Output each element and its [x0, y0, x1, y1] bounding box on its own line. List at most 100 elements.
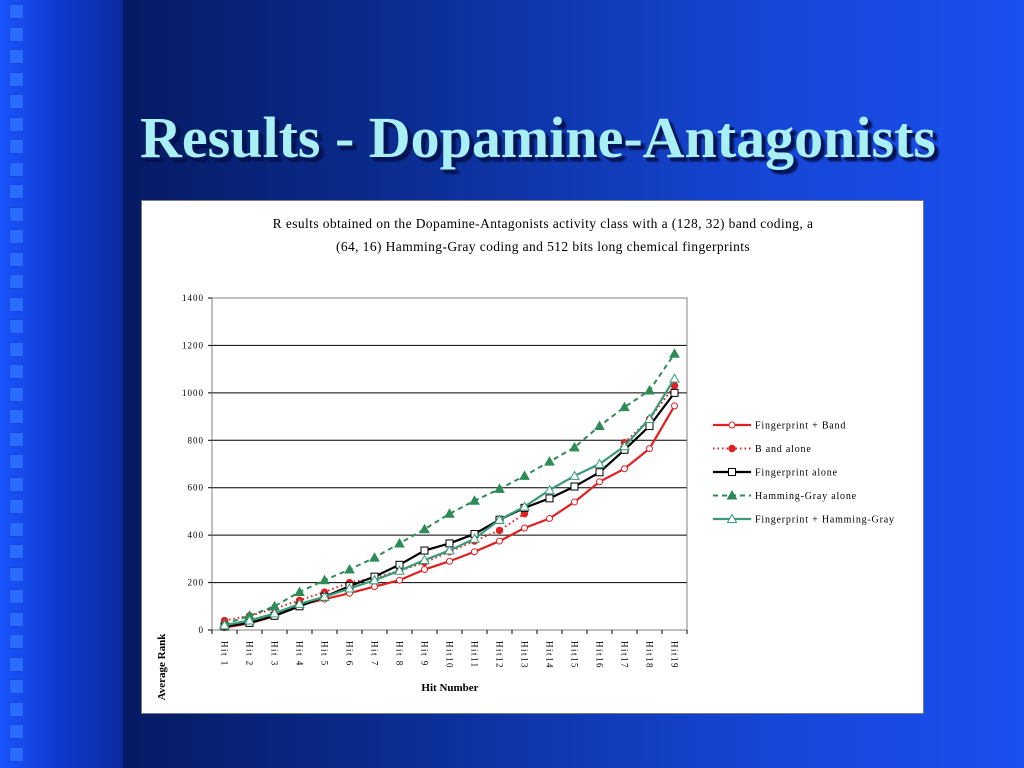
- data-point: [569, 441, 580, 452]
- data-point: [519, 501, 530, 511]
- legend-marker: [728, 444, 736, 453]
- y-axis-label: Average Rank: [156, 633, 168, 701]
- series-group: [219, 348, 680, 629]
- series-line: [224, 512, 526, 622]
- data-point: [546, 515, 553, 523]
- decorative-square: [9, 229, 24, 244]
- decorative-square: [9, 296, 24, 312]
- x-tick-label: Hit 1: [220, 641, 230, 667]
- legend-label: B and alone: [755, 444, 812, 455]
- x-tick-label: Hit12: [495, 641, 505, 669]
- data-point: [619, 401, 630, 412]
- data-point: [596, 478, 603, 486]
- legend-marker: [728, 421, 736, 429]
- data-point: [519, 470, 530, 480]
- decorative-square: [9, 544, 24, 559]
- chart-title-line-1: R esults obtained on the Dopamine-Antago…: [273, 216, 814, 231]
- x-tick-label: Hit10: [445, 641, 455, 669]
- x-tick-label: Hit19: [670, 641, 680, 669]
- series-group: [219, 373, 680, 630]
- x-axis-label: Hit Number: [421, 682, 478, 694]
- y-tick-label: 200: [188, 578, 205, 588]
- data-point: [544, 484, 555, 495]
- data-point: [371, 583, 378, 591]
- data-point: [495, 526, 504, 535]
- y-tick-label: 1400: [182, 293, 204, 303]
- decorative-square: [9, 26, 24, 42]
- series-group: [220, 382, 679, 625]
- decorative-square: [9, 319, 24, 334]
- decorative-square: [9, 49, 24, 64]
- decorative-square: [9, 566, 24, 582]
- data-point: [294, 586, 305, 597]
- x-tick-label: Hit15: [570, 641, 580, 669]
- data-point: [396, 576, 403, 584]
- data-point: [670, 388, 679, 397]
- decorative-square: [9, 679, 24, 694]
- decorative-square: [9, 521, 24, 537]
- decorative-square: [9, 476, 24, 492]
- data-point: [595, 468, 604, 477]
- line-chart: R esults obtained on the Dopamine-Antago…: [156, 216, 895, 701]
- plot-area: [211, 297, 688, 631]
- data-point: [421, 566, 428, 574]
- data-point: [469, 533, 480, 543]
- x-tick-label: Hit 9: [420, 641, 430, 667]
- decorative-square: [9, 724, 24, 739]
- data-point: [419, 554, 430, 565]
- data-point: [444, 545, 455, 555]
- x-tick-label: Hit 5: [320, 641, 330, 667]
- x-tick-label: Hit16: [595, 641, 605, 669]
- x-tick-label: Hit 6: [345, 641, 355, 667]
- x-tick-label: Hit11: [470, 641, 480, 669]
- y-tick-label: 800: [188, 435, 205, 445]
- data-point: [594, 458, 605, 468]
- decorative-square: [9, 251, 24, 267]
- data-point: [621, 465, 628, 473]
- data-point: [544, 456, 555, 466]
- data-point: [394, 537, 405, 548]
- data-point: [521, 524, 528, 532]
- gridlines: [212, 297, 687, 631]
- data-point: [244, 614, 255, 625]
- y-tick-label: 600: [188, 483, 205, 493]
- decorative-square: [9, 94, 24, 109]
- data-point: [646, 445, 653, 453]
- data-point: [420, 546, 429, 555]
- decorative-square: [9, 409, 24, 424]
- decorative-square: [9, 4, 24, 19]
- x-tick-label: Hit13: [520, 641, 530, 669]
- data-point: [545, 494, 554, 503]
- legend-label: Fingerprint + Hamming-Gray: [755, 515, 895, 526]
- decorative-square: [9, 116, 24, 132]
- y-tick-label: 400: [188, 530, 205, 540]
- data-point: [344, 582, 355, 593]
- left-decorative-strip: [0, 0, 123, 768]
- x-axis-ticks: Hit 1 Hit 2 Hit 3 Hit 4 Hit 5 Hit 6 Hit 7 Hit 8…: [211, 630, 688, 669]
- data-point: [671, 402, 678, 410]
- data-point: [219, 619, 230, 630]
- data-point: [446, 557, 453, 565]
- y-axis-ticks: 0 200 400 600 800 1000 1200 1400: [182, 293, 212, 635]
- legend-marker: [726, 489, 738, 500]
- x-tick-label: Hit 7: [370, 641, 380, 667]
- x-tick-label: Hit 3: [270, 641, 280, 667]
- data-point: [469, 495, 480, 505]
- y-tick-label: 1200: [182, 340, 204, 350]
- decorative-square: [9, 364, 24, 379]
- series-line: [224, 353, 676, 626]
- decorative-square: [9, 611, 24, 627]
- data-point: [471, 548, 478, 556]
- decorative-square: [9, 656, 24, 672]
- data-point: [369, 552, 380, 562]
- slide-title: Results - Dopamine-Antagonists: [140, 105, 936, 170]
- decorative-square: [9, 341, 24, 357]
- data-point: [494, 514, 505, 524]
- decorative-square: [9, 71, 24, 87]
- x-tick-label: Hit 2: [245, 641, 255, 667]
- data-point: [494, 483, 505, 493]
- decorative-square: [9, 386, 24, 402]
- data-point: [644, 384, 655, 395]
- x-tick-label: Hit14: [545, 641, 555, 669]
- data-point: [344, 564, 355, 574]
